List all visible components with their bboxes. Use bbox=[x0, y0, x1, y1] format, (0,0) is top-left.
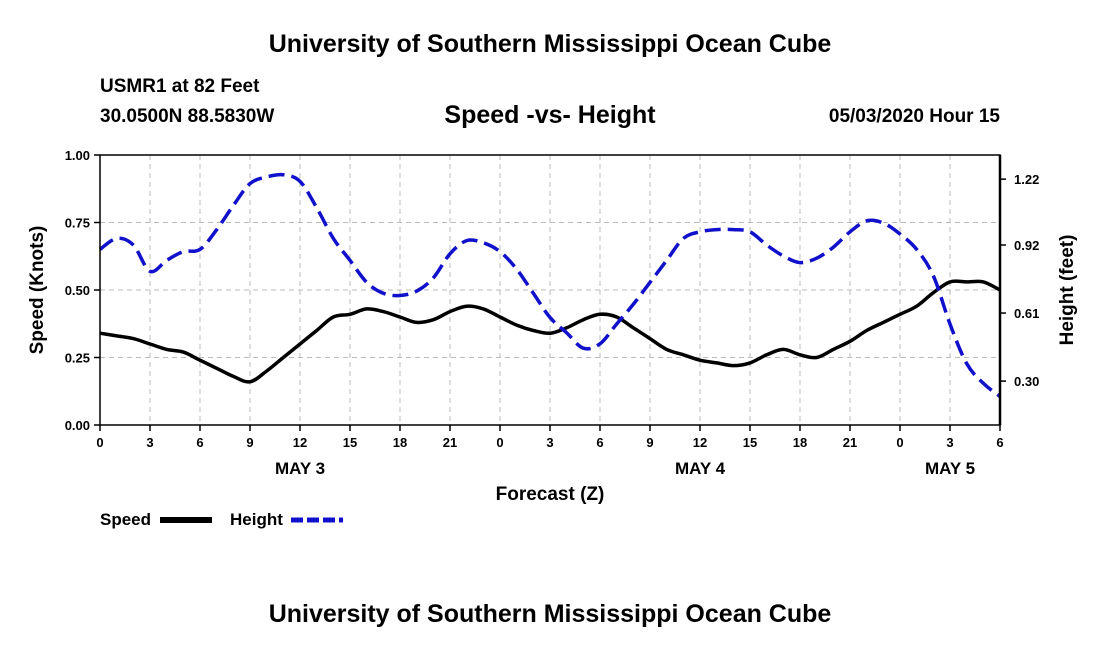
station-label: USMR1 at 82 Feet bbox=[100, 76, 260, 97]
grid-lines bbox=[100, 155, 1000, 425]
y2-tick-label: 1.22 bbox=[1014, 172, 1039, 187]
x-tick-label: 0 bbox=[896, 435, 903, 450]
x-tick-label: 6 bbox=[996, 435, 1003, 450]
x-tick-label: 15 bbox=[343, 435, 357, 450]
coordinates-label: 30.0500N 88.5830W bbox=[100, 106, 275, 127]
y-tick-label: 0.25 bbox=[65, 351, 90, 366]
legend: Speed Height bbox=[100, 510, 343, 529]
series-line-height bbox=[98, 172, 1002, 398]
forecast-date-label: 05/03/2020 Hour 15 bbox=[828, 106, 1000, 127]
page-title: University of Southern Mississippi Ocean… bbox=[268, 30, 832, 58]
x-tick-label: 3 bbox=[546, 435, 553, 450]
chart-title: Speed -vs- Height bbox=[444, 101, 656, 129]
y2-tick-label: 0.61 bbox=[1014, 306, 1039, 321]
series-lines bbox=[98, 172, 1002, 398]
x-tick-label: 18 bbox=[393, 435, 407, 450]
day-label: MAY 3 bbox=[275, 459, 325, 478]
y-tick-label: 1.00 bbox=[65, 148, 90, 163]
footer-title: University of Southern Mississippi Ocean… bbox=[268, 600, 832, 628]
x-tick-label: 9 bbox=[646, 435, 653, 450]
x-tick-label: 3 bbox=[146, 435, 153, 450]
y-tick-label: 0.75 bbox=[65, 216, 90, 231]
x-tick-label: 9 bbox=[246, 435, 253, 450]
y2-tick-label: 0.30 bbox=[1014, 374, 1039, 389]
series-line-speed bbox=[99, 279, 1001, 384]
y2-axis-label: Height (feet) bbox=[1057, 235, 1078, 346]
x-axis-label: Forecast (Z) bbox=[496, 484, 605, 505]
x-tick-label: 12 bbox=[293, 435, 307, 450]
x-tick-label: 18 bbox=[793, 435, 807, 450]
y2-tick-label: 0.92 bbox=[1014, 238, 1039, 253]
axis-ticks: 0 3 6 9 12 15 18 21 0 3 6 9 12 15 18 21 0 3 6 0.00 0.25 0.50 0… bbox=[65, 148, 1040, 478]
legend-speed-label: Speed bbox=[100, 510, 151, 529]
x-tick-label: 6 bbox=[596, 435, 603, 450]
legend-height-label: Height bbox=[230, 510, 283, 529]
day-label: MAY 5 bbox=[925, 459, 975, 478]
x-tick-label: 15 bbox=[743, 435, 757, 450]
y-tick-label: 0.00 bbox=[65, 418, 90, 433]
x-tick-label: 0 bbox=[96, 435, 103, 450]
x-tick-label: 21 bbox=[443, 435, 457, 450]
x-tick-label: 12 bbox=[693, 435, 707, 450]
y-axis-label: Speed (Knots) bbox=[27, 226, 48, 355]
x-tick-label: 0 bbox=[496, 435, 503, 450]
x-tick-label: 21 bbox=[843, 435, 857, 450]
day-label: MAY 4 bbox=[675, 459, 726, 478]
y-tick-label: 0.50 bbox=[65, 283, 90, 298]
x-tick-label: 3 bbox=[946, 435, 953, 450]
x-tick-label: 6 bbox=[196, 435, 203, 450]
